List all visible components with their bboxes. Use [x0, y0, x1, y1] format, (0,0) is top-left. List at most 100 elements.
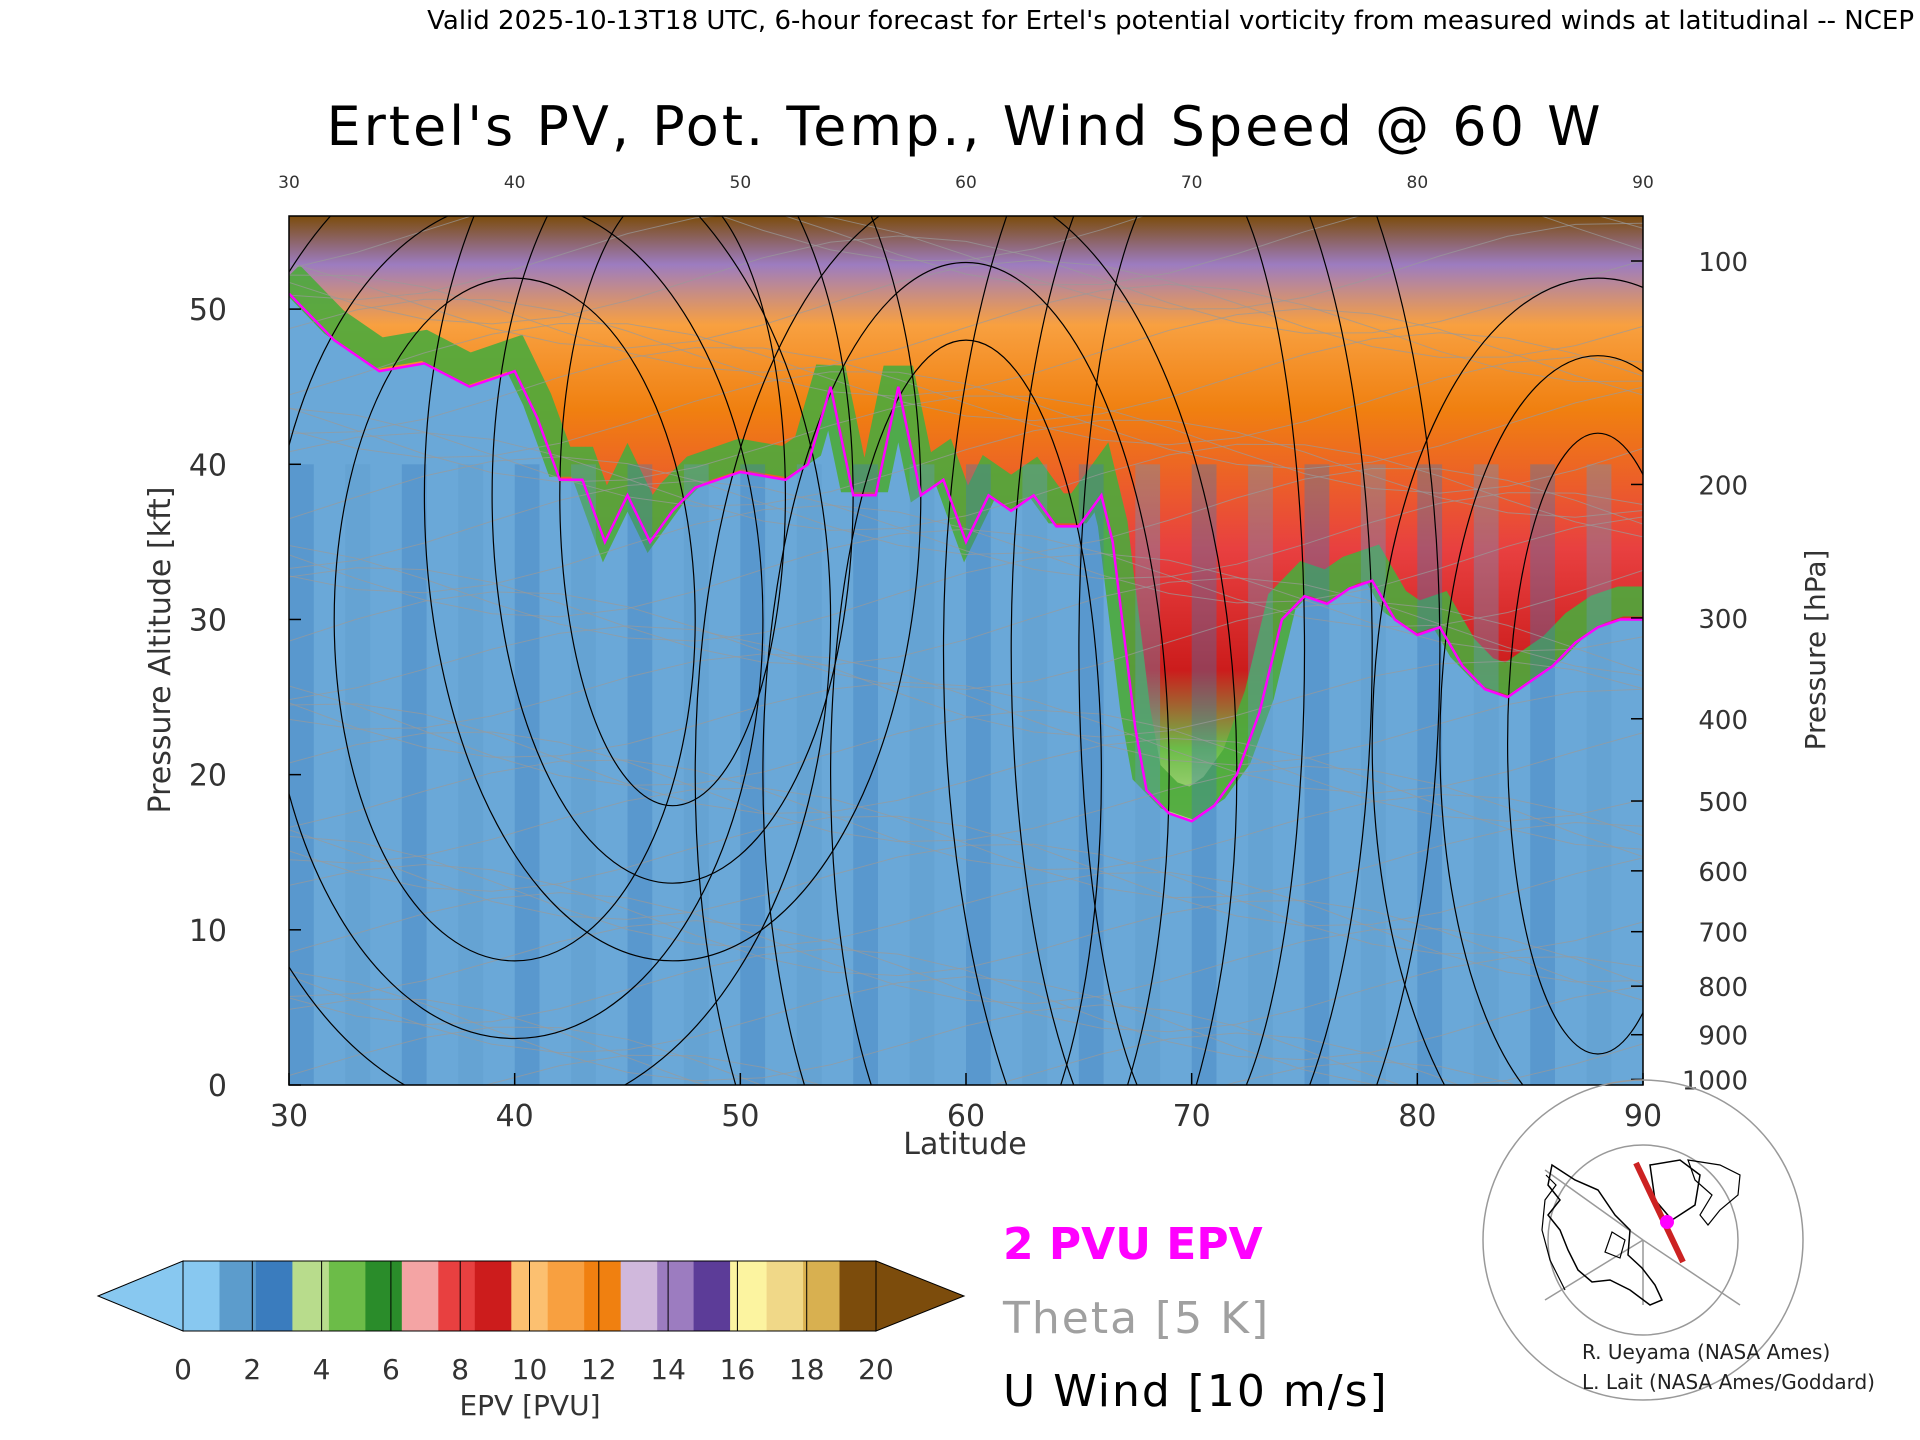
u-wind-contour	[289, 216, 764, 1039]
colorbar-swatch	[620, 1261, 658, 1331]
colorbar-tick-label: 6	[382, 1353, 400, 1386]
troposphere-pv-streak	[1304, 464, 1330, 1085]
map-meridian	[1544, 1169, 1644, 1241]
theta-contour	[289, 948, 1643, 1061]
legend-epv: 2 PVU EPV	[1003, 1219, 1263, 1270]
x-top-tick-label: 70	[1181, 173, 1203, 193]
troposphere-pv-streak	[458, 464, 484, 1085]
troposphere-pv-streak	[1248, 464, 1273, 1085]
y-tick-label-right: 500	[1698, 788, 1748, 818]
theta-contour	[289, 395, 1643, 494]
colorbar-swatch	[365, 1261, 403, 1331]
x-tick-label: 50	[721, 1099, 759, 1134]
y-tick-label-right: 1000	[1682, 1066, 1748, 1096]
map-graticule-inner	[1547, 1144, 1739, 1336]
colorbar-swatch	[657, 1261, 695, 1331]
colorbar-tick-label: 20	[858, 1353, 894, 1386]
theta-contour	[289, 259, 1643, 358]
theta-contour	[289, 829, 1643, 955]
u-wind-contour	[1371, 277, 1643, 1085]
y-tick-label-right: 400	[1698, 706, 1748, 736]
theta-contour	[289, 274, 1643, 383]
troposphere-pv-streak	[401, 464, 427, 1085]
theta-contour	[289, 892, 1643, 1005]
y-tick-label-right: 700	[1698, 919, 1748, 949]
theta-contour	[289, 432, 1643, 538]
theta-contour	[720, 216, 1643, 262]
credit-line-2: L. Lait (NASA Ames/Goddard)	[1582, 1370, 1875, 1394]
map-coastline-west	[1541, 1174, 1566, 1291]
legend-uwind: U Wind [10 m/s]	[1003, 1366, 1389, 1417]
colorbar-tick-label: 4	[313, 1353, 331, 1386]
y-tick-label-right: 200	[1698, 471, 1748, 501]
x-top-tick-label: 30	[278, 173, 300, 193]
y-tick-label-left: 40	[189, 448, 227, 483]
theta-contour	[289, 681, 1643, 794]
x-tick-label: 90	[1624, 1099, 1662, 1134]
theta-contour	[289, 480, 1643, 580]
troposphere-pv-streak	[740, 464, 766, 1085]
u-wind-contour	[333, 277, 696, 962]
map-graticule	[1482, 1079, 1804, 1401]
theta-contour	[289, 1026, 1517, 1085]
x-tick-label: 30	[270, 1099, 308, 1134]
u-wind-contour	[942, 216, 1441, 1085]
theta-contour	[289, 216, 1643, 286]
u-wind-contour	[1078, 216, 1306, 1085]
y-tick-label-right: 300	[1698, 605, 1748, 635]
theta-contour	[289, 731, 1643, 858]
x-tick-label: 70	[1173, 1099, 1211, 1134]
pv-2pvu-contour	[289, 292, 1643, 823]
y-tick-label-left: 20	[189, 759, 227, 794]
colorbar-label: EPV [PVU]	[459, 1389, 600, 1422]
legend-theta: Theta [5 K]	[1002, 1293, 1270, 1344]
u-wind-contour	[762, 262, 1170, 1085]
troposphere-pv-streak	[1360, 464, 1386, 1085]
y-tick-label-right: 800	[1698, 973, 1748, 1003]
troposphere-pv-streak	[909, 464, 935, 1085]
colorbar-swatch	[547, 1261, 585, 1331]
theta-contour	[289, 815, 1643, 927]
y-tick-label-left: 50	[189, 293, 227, 328]
colorbar-swatch	[255, 1261, 293, 1331]
colorbar-swatch	[219, 1261, 257, 1331]
troposphere-pv-streak	[1417, 464, 1443, 1085]
theta-contour	[289, 567, 1643, 676]
map-coastline-eurasia	[1687, 1159, 1741, 1226]
theta-contour	[289, 298, 1643, 397]
locator-map	[1482, 1079, 1804, 1401]
colorbar-tick-label: 8	[451, 1353, 469, 1386]
colorbar-swatch	[839, 1261, 877, 1331]
colorbar-swatch	[584, 1261, 622, 1331]
credit-line-1: R. Ueyama (NASA Ames)	[1582, 1340, 1830, 1364]
colorbar-swatch	[693, 1261, 731, 1331]
theta-contour	[289, 456, 1643, 556]
troposphere-pv-streak	[571, 464, 596, 1085]
u-wind-contour	[1439, 355, 1643, 1085]
y-tick-label-left: 10	[189, 914, 227, 949]
theta-contour	[289, 625, 1643, 738]
colorbar: 0 2 4 6 8 10 12 14 16 18 20	[96, 1260, 966, 1386]
theta-contour	[289, 216, 1643, 310]
theta-contour	[289, 685, 1643, 822]
y-tick-label-left: 30	[189, 603, 227, 638]
theta-contour	[289, 998, 1460, 1085]
colorbar-swatch	[183, 1261, 220, 1331]
troposphere-pv-streak	[1191, 464, 1217, 1085]
colorbar-tick-label: 2	[243, 1353, 261, 1386]
theta-contour	[289, 920, 1643, 1033]
colorbar-low-extension	[96, 1260, 184, 1332]
map-meridian	[1544, 1239, 1644, 1301]
theta-contour	[289, 591, 1643, 690]
colorbar-high-extension	[875, 1260, 966, 1332]
troposphere-pv-streak	[627, 464, 653, 1085]
y-tick-label-left: 0	[208, 1069, 227, 1104]
map-coastline-hudson	[1604, 1231, 1626, 1259]
x-top-tick-label: 80	[1407, 173, 1429, 193]
colorbar-tick-label: 16	[720, 1353, 756, 1386]
colorbar-swatch	[292, 1261, 330, 1331]
theta-contour	[289, 653, 1643, 766]
y-tick-label-right: 100	[1698, 248, 1748, 278]
